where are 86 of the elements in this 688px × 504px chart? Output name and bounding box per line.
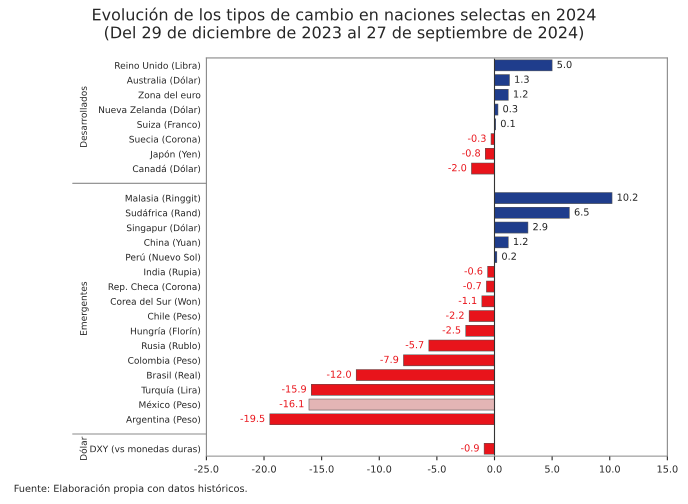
y-tick-label: Turquía (Lira): [141, 386, 200, 396]
data-label: 1.2: [514, 238, 528, 245]
data-label: 5.0: [557, 60, 572, 68]
y-tick-label: Zona del euro: [138, 91, 200, 98]
data-label: -0.7: [463, 282, 481, 290]
y-tick-label: Singapur (Dólar): [126, 224, 200, 234]
y-tick-label: China (Yuan): [144, 238, 200, 247]
x-tick-label: -25.0: [194, 465, 218, 473]
bar: [310, 384, 495, 396]
y-tick-label: India (Rupia): [144, 268, 200, 278]
x-tick-label: -20.0: [252, 465, 276, 473]
data-label: 0.3: [503, 105, 518, 112]
y-tick-label: Sudáfrica (Rand): [126, 209, 200, 218]
data-label: -5.7: [406, 341, 424, 348]
x-tick-label: -5.0: [428, 465, 446, 473]
y-tick-label: Hungría (Florín): [130, 327, 200, 336]
bar: [356, 369, 495, 381]
bar: [482, 295, 495, 308]
y-tick-label: Colombia (Peso): [128, 356, 200, 365]
data-label: 0.1: [500, 120, 515, 128]
text: Emergentes: [80, 282, 89, 335]
data-label: 1.2: [514, 90, 528, 98]
y-tick-label: Reino Unido (Libra): [115, 62, 200, 70]
data-label: 2.9: [533, 223, 548, 230]
y-tick-label: Nueva Zelanda (Dólar): [99, 106, 200, 114]
bar: [428, 340, 495, 352]
bar: [494, 222, 528, 234]
data-label: 1.3: [515, 76, 529, 83]
y-tick-label: Suecia (Corona): [129, 136, 200, 144]
y-tick-label: Canadá (Dólar): [132, 164, 200, 174]
x-tick-label: 10.0: [600, 465, 620, 473]
y-tick-label: Chile (Peso): [148, 312, 200, 321]
bar: [486, 280, 495, 292]
bar: [494, 206, 570, 219]
x-tick-label: -10.0: [367, 465, 392, 473]
data-label: -2.0: [448, 164, 466, 172]
y-tick-label: Brasil (Real): [147, 372, 200, 380]
bar: [485, 148, 495, 160]
bar: [465, 324, 495, 337]
bar: [494, 74, 510, 86]
bar: [403, 354, 495, 366]
data-label: -0.8: [462, 149, 480, 157]
bar: [308, 398, 495, 410]
data-label: -1.1: [458, 296, 476, 304]
y-tick-label: Malasia (Ringgit): [126, 194, 200, 204]
data-label: -19.5: [240, 414, 264, 422]
data-label: -0.3: [468, 134, 486, 142]
bar: [468, 310, 495, 322]
data-label: 10.2: [618, 194, 638, 201]
x-tick-label: 15.0: [658, 465, 678, 473]
y-tick-label: Australia (Dólar): [126, 76, 200, 85]
bar: [494, 236, 509, 248]
bar: [494, 192, 612, 204]
y-tick-label: Japón (Yen): [150, 150, 200, 160]
bar: [494, 104, 498, 116]
data-label: -15.9: [282, 385, 306, 393]
y-tick-label: Rep. Checa (Corona): [108, 283, 200, 292]
data-label: -12.0: [326, 370, 351, 378]
x-tick-label: 0.0: [487, 465, 502, 473]
bar: [471, 162, 495, 174]
bar: [494, 60, 552, 72]
y-tick-label: DXY (vs monedas duras): [90, 445, 200, 454]
y-tick-label: México (Peso): [139, 400, 200, 410]
data-label: -2.2: [446, 311, 464, 319]
data-label: -16.1: [280, 400, 304, 408]
data-label: -7.9: [380, 356, 398, 364]
bar: [490, 133, 495, 145]
data-label: -2.5: [442, 326, 460, 334]
y-tick-label: Argentina (Peso): [126, 416, 200, 425]
data-label: -0.6: [464, 267, 482, 275]
bar: [494, 89, 509, 101]
data-label: -0.9: [461, 444, 479, 452]
bar: [484, 442, 495, 455]
text: Desarrollados: [80, 86, 87, 147]
y-tick-label: Suiza (Franco): [137, 120, 200, 129]
bar: [270, 413, 495, 426]
x-tick-label: -15.0: [310, 465, 334, 473]
data-label: 6.5: [574, 208, 589, 216]
source-note: Fuente: Elaboración propia con datos históricos.: [14, 484, 247, 494]
text: Dólar: [80, 436, 87, 460]
data-label: 0.2: [502, 252, 516, 260]
y-tick-label: Corea del Sur (Won): [110, 298, 200, 306]
y-tick-label: Rusia (Rublo): [142, 342, 200, 350]
x-tick-label: 5.0: [545, 465, 560, 473]
y-tick-label: Perú (Nuevo Sol): [126, 253, 200, 262]
chart-title: Evolución de los tipos de cambio en naciones selectas en 2024 (Del 29 de diciembre de 2023 al 27 de septiembre de 2024): [93, 8, 596, 42]
